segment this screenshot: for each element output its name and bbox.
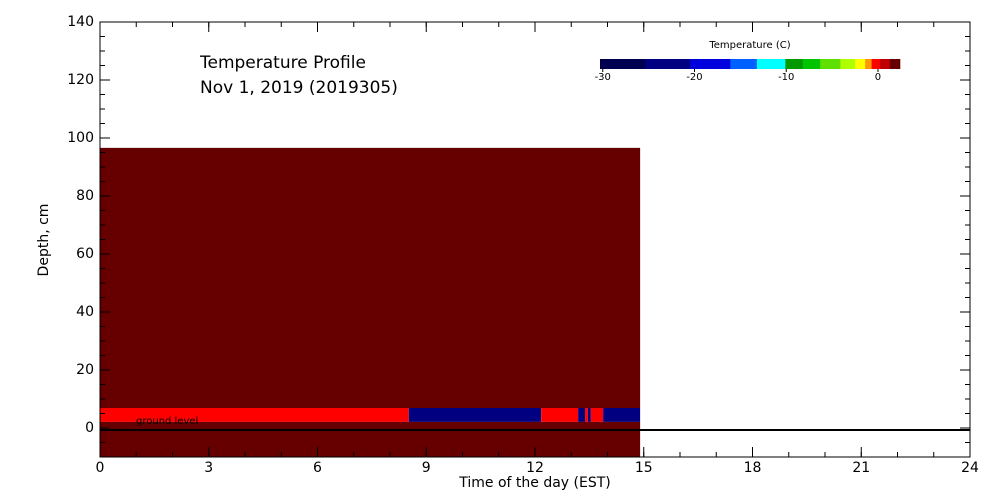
colorbar-label: Temperature (C) (708, 40, 790, 51)
colorbar-segment (879, 59, 891, 69)
heatmap-cell (100, 407, 409, 422)
x-tick-label: 12 (526, 460, 544, 476)
y-tick-label: 20 (76, 362, 94, 378)
x-tick-label: 9 (422, 460, 431, 476)
colorbar-segment (889, 59, 901, 69)
y-tick-label: 140 (67, 14, 94, 30)
y-tick-label: 60 (76, 246, 94, 262)
heatmap-cell (408, 407, 542, 422)
colorbar-segment (840, 59, 856, 69)
colorbar-segment (756, 59, 786, 69)
x-tick-label: 15 (635, 460, 653, 476)
heatmap-cell (541, 407, 579, 422)
colorbar-segment (871, 59, 881, 69)
y-tick-label: 100 (67, 130, 94, 146)
y-tick-label: 40 (76, 304, 94, 320)
y-axis-label: Depth, cm (36, 204, 52, 277)
x-axis-label: Time of the day (EST) (458, 475, 611, 491)
x-tick-label: 21 (852, 460, 870, 476)
x-tick-label: 18 (744, 460, 762, 476)
heatmap-cell (578, 407, 586, 422)
colorbar-segment (730, 59, 758, 69)
heatmap-cell (100, 147, 641, 408)
y-tick-label: 120 (67, 72, 94, 88)
chart-subtitle: Nov 1, 2019 (2019305) (200, 78, 398, 98)
colorbar-segment (689, 59, 731, 69)
colorbar-tick-label: -20 (686, 72, 702, 83)
x-tick-label: 24 (961, 460, 979, 476)
colorbar-tick-label: -10 (778, 72, 794, 83)
colorbar-segment (802, 59, 821, 69)
colorbar-tick-label: -30 (595, 72, 611, 83)
colorbar-segment (820, 59, 841, 69)
chart-title: Temperature Profile (199, 53, 366, 73)
colorbar-tick-label: 0 (875, 72, 881, 83)
y-tick-label: 80 (76, 188, 94, 204)
y-tick-label: 0 (85, 420, 94, 436)
ground-label: ground level (136, 416, 198, 427)
x-tick-label: 3 (204, 460, 213, 476)
colorbar-segment (785, 59, 804, 69)
colorbar-segment (600, 59, 646, 69)
x-tick-label: 0 (96, 460, 105, 476)
heatmap-cell (590, 407, 604, 422)
heatmap-cell (603, 407, 641, 422)
x-tick-label: 6 (313, 460, 322, 476)
heatmap-cell (585, 407, 588, 422)
colorbar-segment (855, 59, 866, 69)
colorbar-segment (644, 59, 691, 69)
colorbar-segment (865, 59, 872, 69)
heatmap-cell (100, 421, 641, 457)
heatmap-cell (587, 407, 591, 422)
